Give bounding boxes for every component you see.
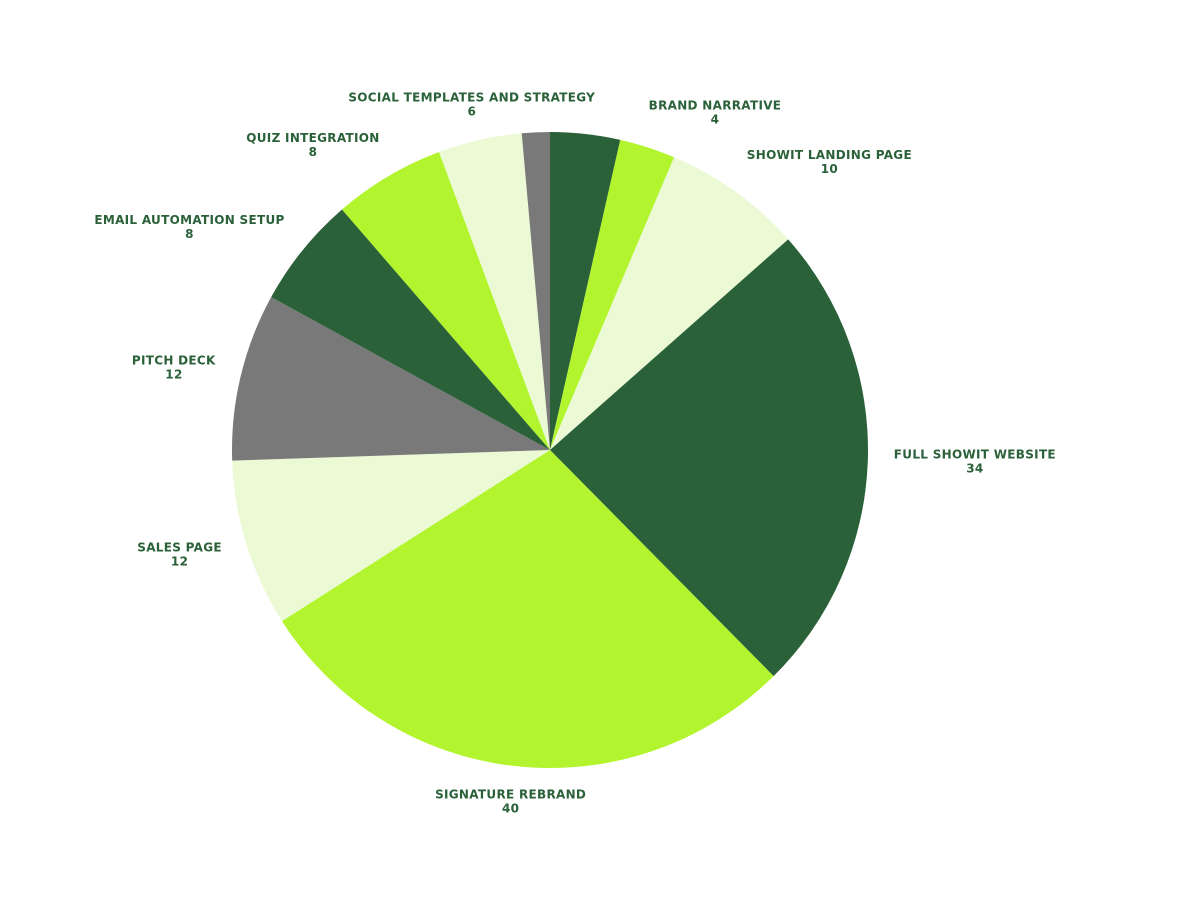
pie-slice [550, 132, 621, 450]
slice-label-name: BRAND NARRATIVE [649, 99, 782, 113]
slice-label-name: SOCIAL TEMPLATES AND STRATEGY [348, 90, 595, 104]
slice-label-name: QUIZ INTEGRATION [246, 131, 379, 145]
slice-label-value: 34 [966, 461, 983, 475]
pie-slice [439, 133, 550, 450]
slice-label-name: SALES PAGE [137, 540, 222, 554]
pie-slice [281, 450, 774, 768]
slice-label-name: SIGNATURE REBRAND [435, 787, 586, 801]
slice-label-value: 8 [309, 145, 318, 159]
pie-slice [550, 239, 868, 677]
slice-label-value: 12 [171, 554, 188, 568]
slice-label-name: SHOWIT LANDING PAGE [747, 148, 912, 162]
slice-label-value: 40 [502, 801, 519, 815]
slice-label-value: 4 [711, 113, 720, 127]
pie-slice [232, 450, 550, 622]
pie-slice [231, 297, 550, 461]
pie-slice [550, 139, 675, 450]
slice-label-value: 6 [467, 104, 476, 118]
slice-label-name: FULL SHOWIT WEBSITE [894, 447, 1056, 461]
pie-slice [550, 157, 789, 450]
slice-label-value: 10 [821, 162, 838, 176]
slice-label-name: EMAIL AUTOMATION SETUP [94, 213, 284, 227]
slice-label-value: 12 [165, 367, 182, 381]
pie-slice [521, 132, 550, 450]
slice-label-name: PITCH DECK [132, 353, 216, 367]
pie-slice [271, 209, 550, 450]
pie-slice [341, 151, 550, 450]
slice-label-value: 8 [185, 227, 194, 241]
